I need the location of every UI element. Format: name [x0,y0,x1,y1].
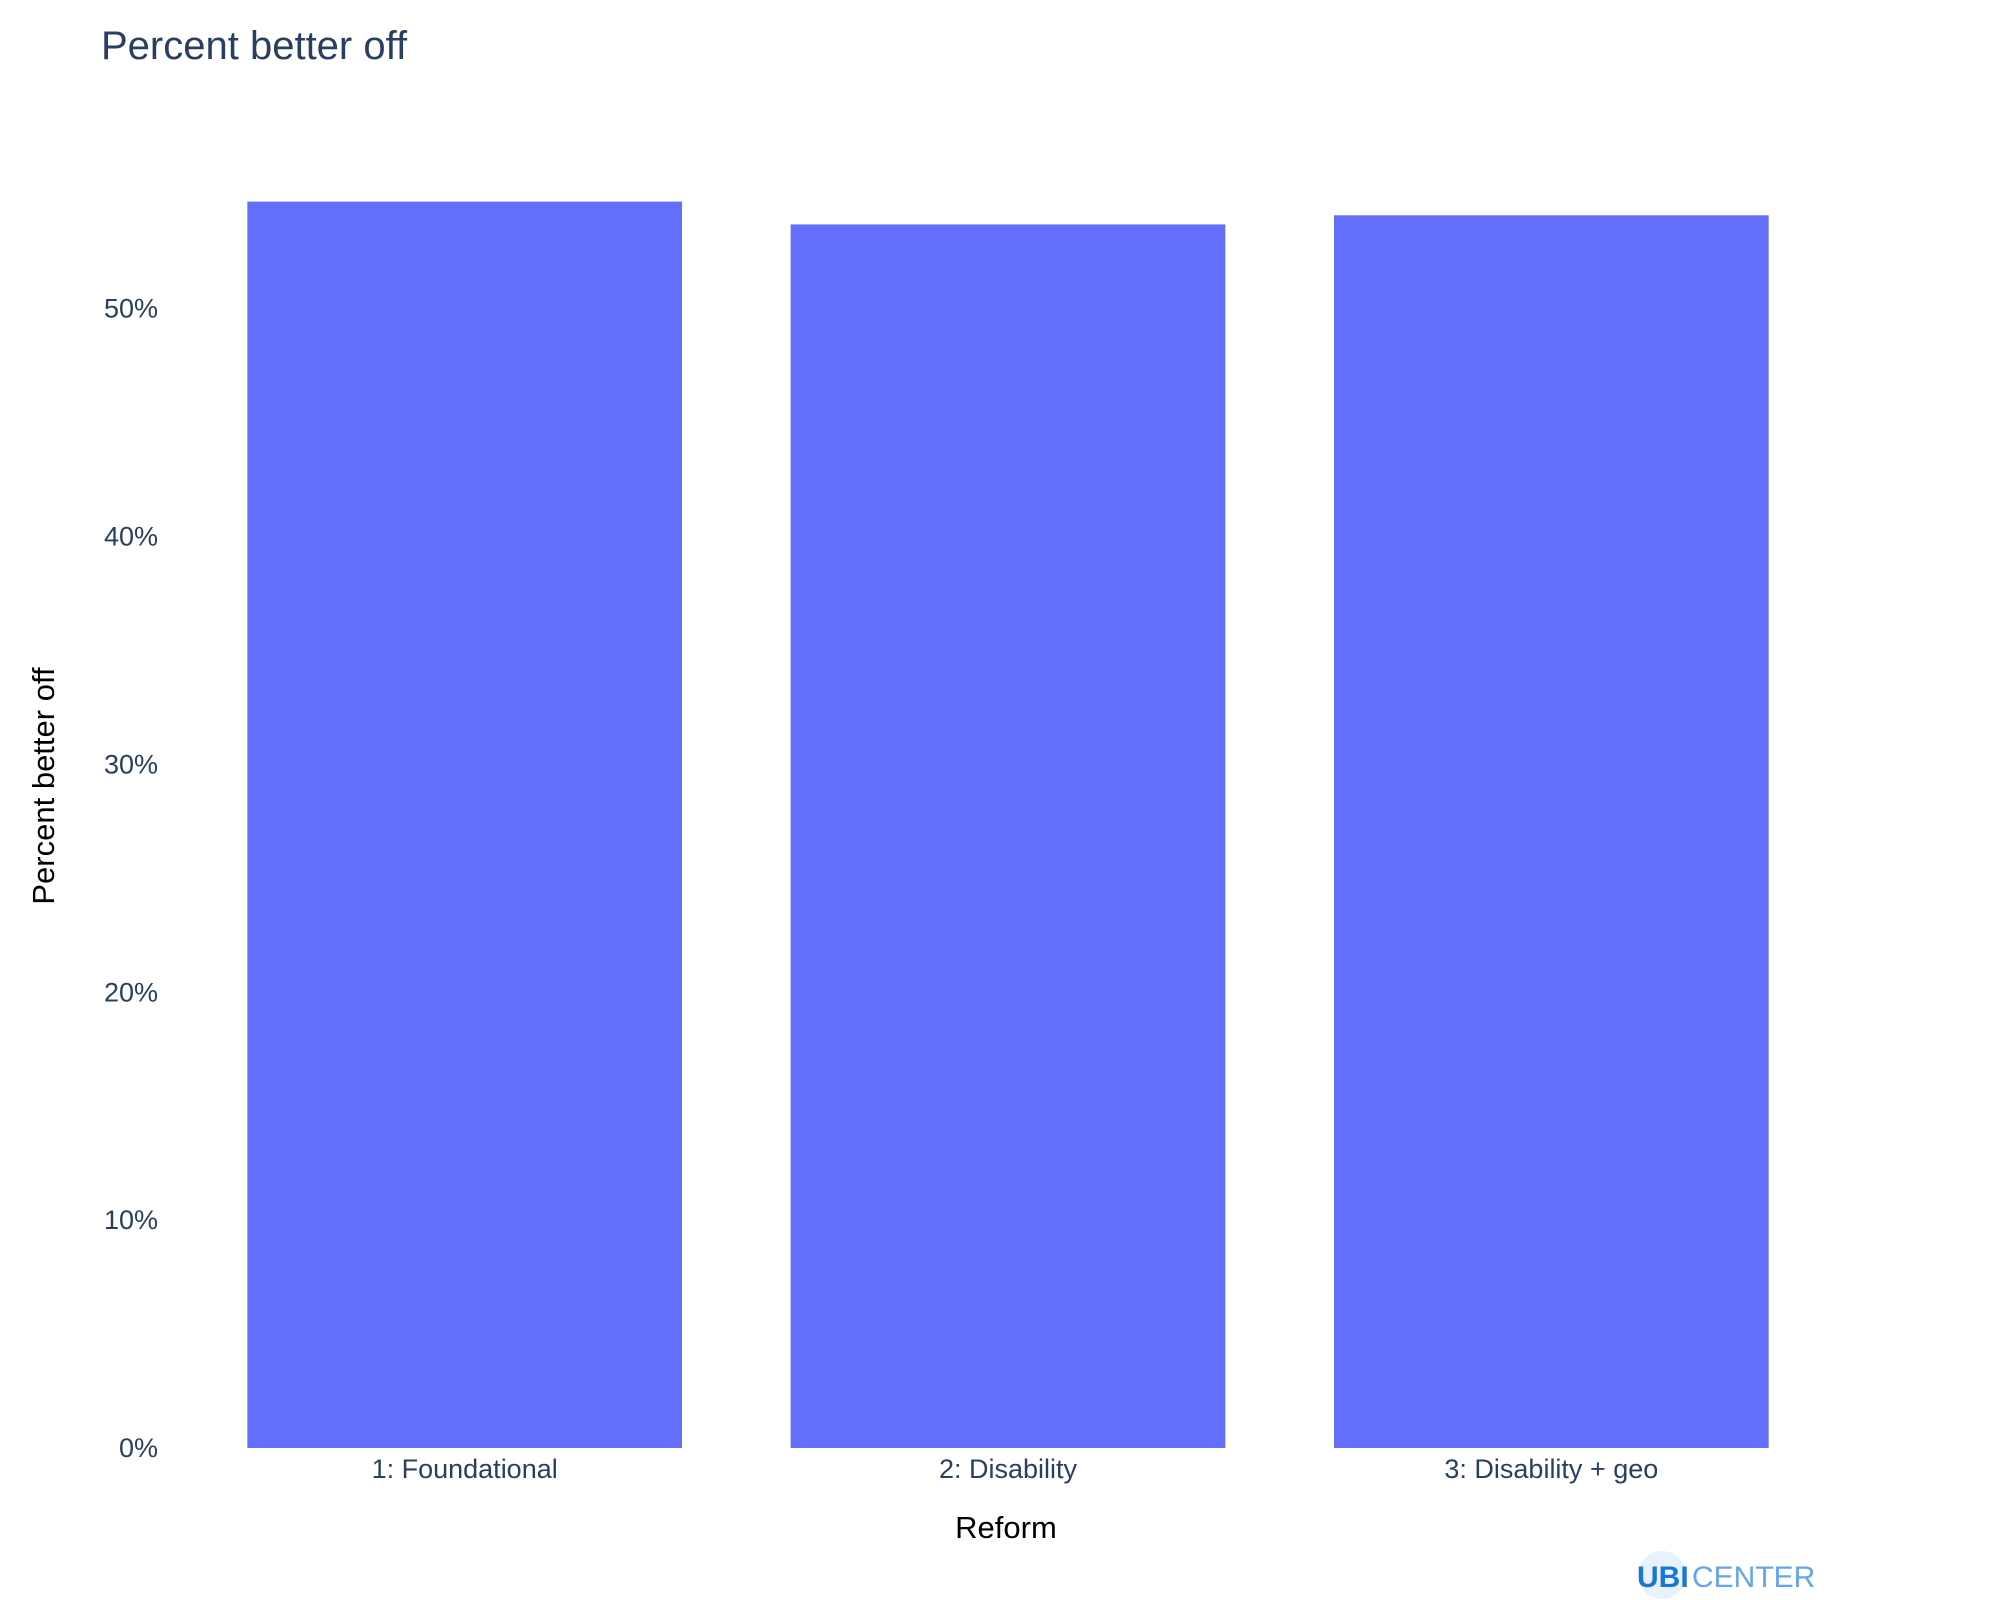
bar [790,224,1226,1449]
y-tick-label: 40% [104,522,158,552]
y-axis-ticks: 0% 10% 20% 30% 40% 50% [104,294,158,1463]
bars [247,201,1769,1449]
ubi-center-logo: UBI CENTER [1637,1551,1815,1599]
y-tick-label: 10% [104,1205,158,1235]
x-axis-ticks: 1: Foundational 2: Disability 3: Disabilit… [372,1454,1659,1484]
bar [247,201,683,1448]
logo-circle [1638,1551,1686,1599]
logo-ubi-text: UBI [1637,1561,1689,1594]
chart-title: Percent better off [101,24,408,68]
y-tick-label: 0% [119,1433,158,1463]
x-tick-label: 1: Foundational [372,1454,558,1484]
y-tick-label: 50% [104,294,158,324]
y-axis-title: Percent better off [26,667,61,905]
y-tick-label: 20% [104,977,158,1007]
x-tick-label: 3: Disability + geo [1444,1454,1658,1484]
bar [1334,215,1769,1449]
y-tick-label: 30% [104,749,158,779]
x-tick-label: 2: Disability [939,1454,1078,1484]
logo-center-text: CENTER [1692,1561,1815,1594]
x-axis-title: Reform [955,1510,1057,1545]
